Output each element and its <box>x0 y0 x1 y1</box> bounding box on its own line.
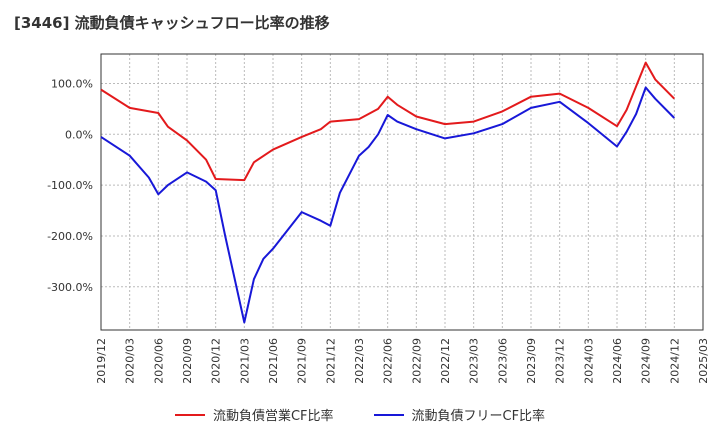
y-tick-label: -200.0% <box>47 230 93 243</box>
x-tick-label: 2019/12 <box>95 338 108 384</box>
x-tick-label: 2020/03 <box>124 338 137 384</box>
x-tick-label: 2022/09 <box>410 338 423 384</box>
x-tick-label: 2023/06 <box>496 338 509 384</box>
plot-frame <box>100 53 704 331</box>
x-tick-label: 2020/12 <box>210 338 223 384</box>
legend-swatch-series2 <box>373 413 404 416</box>
x-tick-label: 2020/06 <box>152 338 165 384</box>
legend-label-series2: 流動負債フリーCF比率 <box>411 409 546 424</box>
y-tick-label: -300.0% <box>47 281 93 294</box>
legend-item-series1: 流動負債営業CF比率 <box>174 405 334 424</box>
y-tick-label: 0.0% <box>65 128 93 141</box>
y-tick-label: -100.0% <box>47 179 93 192</box>
legend-item-series2: 流動負債フリーCF比率 <box>373 405 546 424</box>
plot-border <box>100 53 704 331</box>
y-tick-label: 100.0% <box>51 77 93 90</box>
chart-title: [3446] 流動負債キャッシュフロー比率の推移 <box>14 14 330 32</box>
series-line-2 <box>100 86 676 324</box>
x-tick-label: 2024/06 <box>611 338 624 384</box>
x-tick-label: 2024/03 <box>582 338 595 384</box>
series-line-1 <box>100 61 676 182</box>
x-tick-label: 2023/03 <box>468 338 481 384</box>
x-tick-label: 2024/09 <box>640 338 653 384</box>
x-tick-label: 2021/12 <box>324 338 337 384</box>
legend-swatch-series1 <box>174 413 205 416</box>
x-tick-label: 2024/12 <box>668 338 681 384</box>
x-tick-label: 2022/03 <box>353 338 366 384</box>
x-tick-label: 2022/12 <box>439 338 452 384</box>
x-tick-label: 2023/12 <box>554 338 567 384</box>
x-tick-label: 2022/06 <box>382 338 395 384</box>
legend: 流動負債営業CF比率 流動負債フリーCF比率 <box>0 405 720 424</box>
x-tick-label: 2020/09 <box>181 338 194 384</box>
legend-label-series1: 流動負債営業CF比率 <box>212 409 334 424</box>
x-tick-label: 2023/09 <box>525 338 538 384</box>
x-tick-label: 2021/06 <box>267 338 280 384</box>
x-tick-label: 2025/03 <box>697 338 710 384</box>
x-tick-label: 2021/03 <box>238 338 251 384</box>
x-tick-label: 2021/09 <box>296 338 309 384</box>
